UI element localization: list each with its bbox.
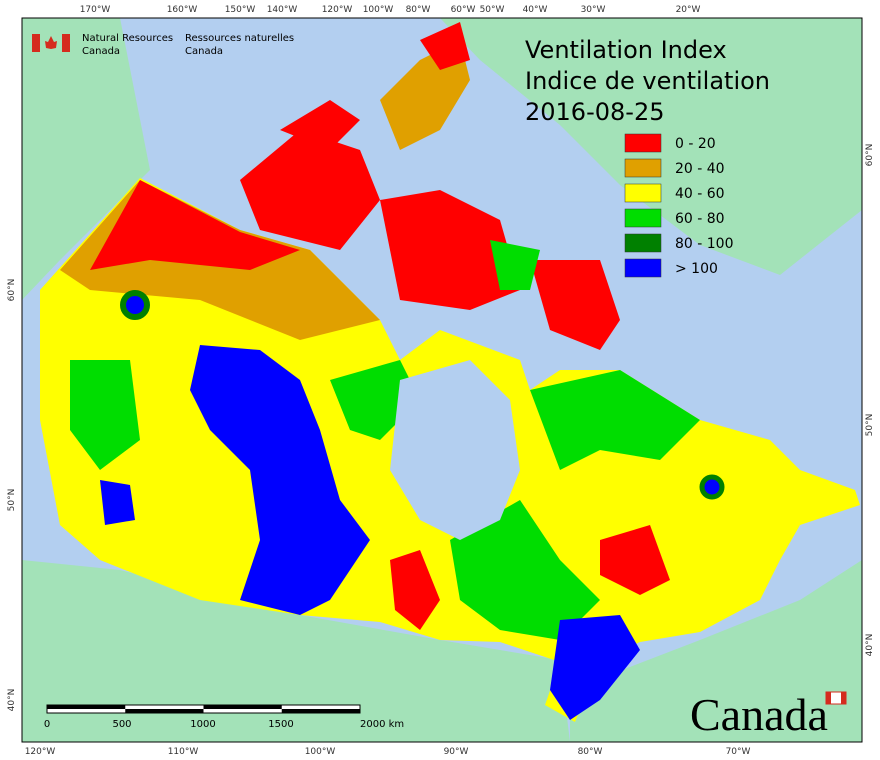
legend-swatch [624,208,662,228]
hudson-bay [390,360,520,540]
logo [32,34,70,52]
alaska [22,18,150,300]
title: Indice de ventilation [525,67,770,95]
graticule-label: 50°W [480,5,505,15]
graticule-label: 50°N [865,414,875,437]
graticule-label: 60°W [451,5,476,15]
graticule-label: 100°W [363,5,394,15]
legend-label: 60 - 80 [675,211,725,227]
zone-red [600,525,670,595]
zone-green [70,360,140,470]
arctic-islands [240,22,620,350]
legend-swatch [624,133,662,153]
wordmark-text: Canada [690,689,828,740]
island [420,22,470,70]
usa-east [570,560,862,742]
graticule-label: 20°W [676,5,701,15]
flag-bar [826,692,831,704]
frame [21,17,863,743]
zone-blue [190,345,370,615]
legend-label: 20 - 40 [675,161,725,177]
graticule-label: 100°W [305,747,336,757]
graticule-label: 160°W [167,5,198,15]
graticule-label: 120°W [322,5,353,15]
agency: Canada [185,46,223,57]
scale-label: 0 [44,719,50,730]
graticule: 170°W 160°W 150°W 140°W 120°W 100°W 80°W 60°W 50… [7,5,875,757]
scale-label: 1500 [268,719,293,730]
flag-bar [841,692,846,704]
wordmark: Canada [690,689,847,740]
scale-segment [125,709,204,713]
graticule-label: 70°W [726,747,751,757]
zone-blue [100,480,135,525]
agency: Natural Resources [82,33,173,44]
island [530,260,620,350]
island [280,100,360,150]
date: 2016-08-25 [525,98,664,126]
island [490,240,540,290]
scale-segment [203,705,282,709]
legend-swatch [624,158,662,178]
graticule-label: 40°N [7,689,17,712]
legend: 0 - 20 20 - 40 40 - 60 60 - 80 80 - 100 > 100 [624,133,734,278]
legend-swatch [624,233,662,253]
graticule-label: 40°W [523,5,548,15]
legend-label: > 100 [675,261,718,277]
scale-segment [281,709,360,713]
agency: Ressources naturelles [185,33,294,44]
zone-blue [699,474,725,500]
scale-label: 500 [112,719,131,730]
graticule-label: 150°W [225,5,256,15]
zone-red [90,180,300,270]
zone-green [530,370,700,470]
graticule-label: 120°W [25,747,56,757]
graticule-label: 60°N [7,279,17,302]
graticule-label: 30°W [581,5,606,15]
zone-green [450,500,600,640]
island [380,190,520,310]
legend-swatch [624,183,662,203]
graticule-label: 40°N [865,634,875,657]
graticule-label: 80°W [406,5,431,15]
flag-bar [32,34,40,52]
scale-segment [47,705,126,709]
graticule-label: 170°W [80,5,111,15]
graticule-label: 50°N [7,489,17,512]
maple-leaf [45,36,57,49]
zone-red [390,550,440,630]
graticule-label: 90°W [444,747,469,757]
scale-label: 2000 km [360,719,404,730]
zone-blue [120,290,150,320]
legend-label: 40 - 60 [675,186,725,202]
zone-blue [550,615,640,720]
graticule-label: 60°N [865,144,875,167]
island [240,130,380,250]
legend-swatch [624,258,662,278]
title: Ventilation Index [525,36,727,64]
graticule-label: 110°W [168,747,199,757]
agency: Canada [82,46,120,57]
scale-label: 1000 [190,719,215,730]
legend-label: 0 - 20 [675,136,716,152]
legend-label: 80 - 100 [675,236,734,252]
graticule-label: 140°W [267,5,298,15]
flag-bar [62,34,70,52]
graticule-label: 80°W [578,747,603,757]
scale-bar: 0 500 1000 1500 2000 km [44,704,404,730]
usa [22,560,570,742]
